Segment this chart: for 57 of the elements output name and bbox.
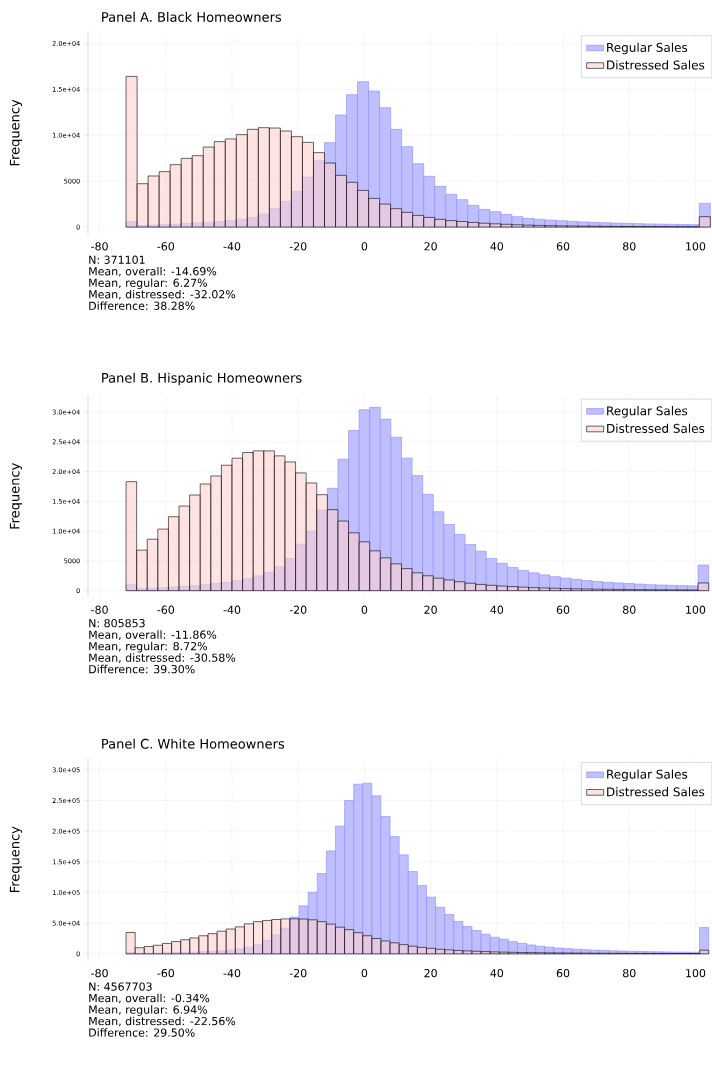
legend-label: Regular Sales [607, 42, 688, 55]
legend-label: Distressed Sales [607, 60, 705, 70]
x-tick-label: -80 [91, 968, 108, 978]
text: N: 4567703 [89, 982, 152, 991]
text: Mean, regular: 8.72% [89, 641, 207, 653]
x-tick-label: 100 [686, 968, 706, 978]
chart-title: Panel A. Black Homeowners [102, 11, 282, 22]
text: Mean, distressed: -32.02% [89, 289, 236, 300]
x-tick-label: 80 [623, 242, 636, 251]
x-tick-label: -20 [289, 968, 307, 978]
x-tick-label: -40 [223, 242, 241, 251]
legend-label: Regular Sales [607, 406, 688, 418]
text: Mean, regular: 6.94% [89, 1005, 207, 1016]
text: N: 371101 [89, 255, 145, 264]
text: Difference: 38.28% [89, 301, 195, 310]
x-tick-label: 60 [556, 605, 570, 614]
chart-title: Panel B. Hispanic Homeowners [102, 372, 302, 386]
x-tick-label: 60 [556, 242, 570, 251]
x-tick-label: 100 [686, 242, 706, 251]
x-tick-label: -80 [91, 605, 108, 614]
text: Mean, overall: -11.86% [89, 630, 217, 640]
x-tick-label: 20 [424, 605, 437, 614]
x-tick-label: 40 [490, 968, 504, 978]
x-tick-label: 60 [556, 968, 570, 978]
x-tick-label: 20 [424, 242, 437, 251]
text: Mean, distressed: -30.58% [89, 653, 236, 663]
x-tick-label: -40 [223, 605, 241, 614]
x-tick-label: 100 [686, 605, 706, 614]
x-tick-label: 40 [490, 605, 504, 614]
x-tick-label: -60 [157, 968, 175, 978]
x-tick-label: 0 [361, 605, 368, 614]
x-tick-label: 0 [361, 242, 368, 251]
text: Mean, overall: -14.69% [89, 266, 217, 277]
x-tick-label: 0 [361, 968, 368, 978]
x-tick-label: 80 [623, 968, 636, 978]
text: Difference: 39.30% [89, 664, 195, 674]
x-tick-label: 20 [424, 968, 437, 978]
text: Difference: 29.50% [89, 1028, 195, 1037]
legend-label: Distressed Sales [607, 787, 705, 797]
text: N: 805853 [89, 619, 145, 628]
x-tick-label: -40 [223, 968, 241, 978]
x-tick-label: -60 [157, 605, 175, 614]
x-tick-label: -20 [289, 605, 307, 614]
legend-label: Regular Sales [607, 769, 688, 782]
x-tick-label: -20 [289, 242, 307, 251]
x-tick-label: 40 [490, 242, 504, 251]
legend-label: Distressed Sales [607, 423, 705, 433]
text: Mean, overall: -0.34% [89, 993, 210, 1004]
text: Mean, distressed: -22.56% [89, 1016, 236, 1027]
y-axis-title: Frequency [9, 826, 23, 893]
y-axis-title: Frequency [9, 99, 23, 166]
chart-title: Panel C. White Homeowners [102, 738, 285, 749]
x-tick-label: -60 [157, 242, 175, 251]
y-axis-title: Frequency [9, 463, 23, 529]
text: Mean, regular: 6.27% [89, 278, 207, 290]
x-tick-label: 80 [623, 605, 636, 614]
x-tick-label: -80 [91, 242, 108, 251]
